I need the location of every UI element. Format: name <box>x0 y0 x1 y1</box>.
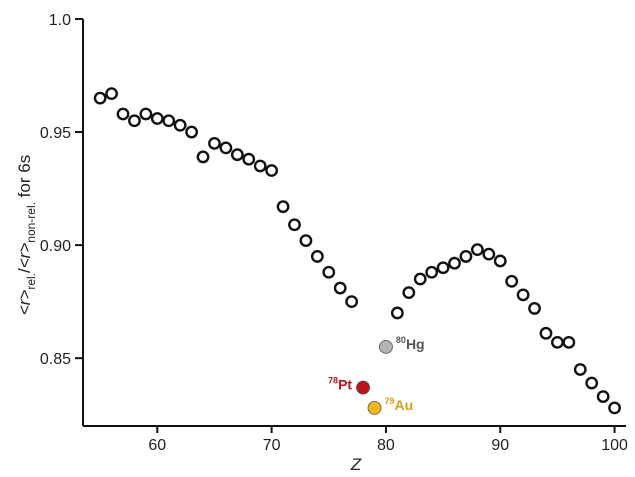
data-point <box>116 107 130 121</box>
data-point <box>299 234 313 247</box>
data-point <box>139 107 153 121</box>
element-number-hg: 80 <box>396 335 406 345</box>
data-point <box>551 335 564 349</box>
data-point <box>105 87 118 101</box>
data-point <box>596 390 610 404</box>
data-point <box>390 306 404 320</box>
highlighted-elements: 78Pt 79Au 80Hg <box>328 335 425 415</box>
x-tick-label: 90 <box>491 437 509 454</box>
data-point <box>208 136 221 150</box>
data-point <box>562 335 576 349</box>
data-point <box>436 261 450 275</box>
y-axis-title-slash: / <box>15 268 34 273</box>
data-point <box>539 326 553 340</box>
data-point <box>173 118 187 132</box>
element-label-hg: 80Hg <box>396 335 425 352</box>
data-point <box>482 247 496 261</box>
data-point <box>185 125 199 139</box>
data-point <box>573 363 587 376</box>
data-point <box>162 114 176 128</box>
y-axis-title-sub2: non-rel. <box>24 202 38 243</box>
data-point <box>425 265 439 279</box>
y-axis-title: <r>rel./<r>non-rel. for 6s <box>15 155 38 315</box>
data-point <box>493 254 507 268</box>
element-number-pt: 78 <box>328 376 338 386</box>
data-point <box>242 152 256 166</box>
highlight-point-hg <box>379 339 393 354</box>
data-point <box>93 91 107 105</box>
data-point <box>310 250 324 263</box>
data-point <box>128 114 141 128</box>
data-point <box>505 274 519 288</box>
element-label-au: 79Au <box>385 396 414 413</box>
y-tick-label: 0.95 <box>40 125 71 142</box>
x-tick-label: 60 <box>148 437 166 454</box>
data-point <box>333 281 347 295</box>
highlight-point-pt <box>356 380 370 395</box>
data-point <box>585 376 599 390</box>
element-symbol-hg: Hg <box>406 336 425 352</box>
data-point <box>345 295 359 309</box>
x-tick-label: 80 <box>377 437 395 454</box>
axes <box>82 19 626 427</box>
highlight-point-au <box>367 401 382 415</box>
y-ticks: 0.85 0.90 0.95 1.0 <box>40 12 83 368</box>
element-number-au: 79 <box>385 396 395 406</box>
data-point <box>288 218 301 232</box>
x-tick-label: 70 <box>263 437 281 454</box>
data-point <box>413 272 427 286</box>
data-points <box>93 87 621 415</box>
data-point <box>219 141 233 155</box>
y-axis-title-r1: <r> <box>15 290 34 316</box>
data-point <box>196 150 210 164</box>
data-point <box>470 243 484 257</box>
data-point <box>608 401 621 415</box>
data-point <box>528 302 541 315</box>
data-point <box>276 200 290 214</box>
data-point <box>516 288 530 302</box>
data-point <box>459 250 473 263</box>
y-axis-title-r2: <r> <box>15 243 34 269</box>
data-point <box>322 265 336 279</box>
x-ticks: 60 70 80 90 100 <box>148 426 628 454</box>
y-tick-label: 1.0 <box>49 12 71 29</box>
data-point <box>230 148 244 162</box>
x-axis-title: Z <box>350 455 362 474</box>
data-point <box>402 286 416 299</box>
y-axis-title-sub1: rel. <box>24 273 38 290</box>
y-axis-title-tail: for 6s <box>15 155 34 202</box>
x-tick-label: 100 <box>601 437 628 454</box>
y-tick-label: 0.90 <box>40 238 71 255</box>
element-symbol-pt: Pt <box>338 377 352 393</box>
data-point <box>150 112 164 125</box>
data-point <box>253 159 267 173</box>
data-point <box>448 256 461 270</box>
data-point <box>265 164 279 177</box>
element-label-pt: 78Pt <box>328 376 352 393</box>
y-tick-label: 0.85 <box>40 351 71 368</box>
element-symbol-au: Au <box>395 397 414 413</box>
